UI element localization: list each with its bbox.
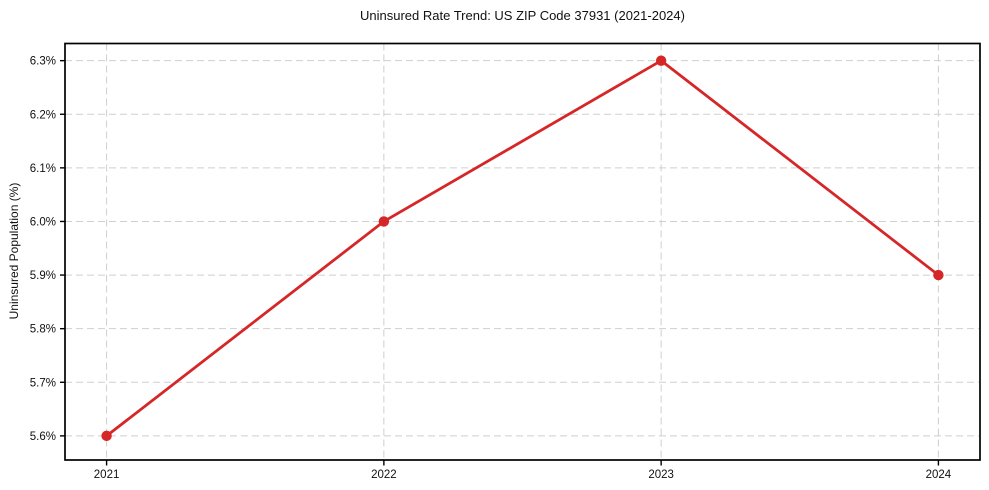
x-tick-label: 2021 bbox=[94, 469, 120, 481]
x-tick-label: 2022 bbox=[371, 469, 397, 481]
trend-line bbox=[105, 59, 940, 438]
data-point bbox=[933, 269, 944, 281]
y-tick-label: 5.9% bbox=[30, 270, 56, 282]
data-point bbox=[655, 55, 667, 66]
y-tick-label: 5.7% bbox=[30, 377, 56, 389]
y-tick-label: 5.8% bbox=[30, 324, 56, 336]
y-tick-label: 6.2% bbox=[30, 109, 56, 121]
y-tick-label: 5.6% bbox=[30, 431, 56, 443]
x-tick-label: 2023 bbox=[648, 469, 674, 481]
y-tick-label: 6.1% bbox=[30, 163, 56, 175]
data-point bbox=[101, 430, 112, 442]
plot-border bbox=[64, 42, 981, 461]
y-tick-label: 6.3% bbox=[30, 56, 56, 68]
data-point bbox=[378, 216, 390, 227]
x-tick-label: 2024 bbox=[926, 469, 952, 481]
y-tick-label: 6.0% bbox=[30, 216, 56, 228]
chart-title: Uninsured Rate Trend: US ZIP Code 37931 … bbox=[360, 8, 685, 23]
